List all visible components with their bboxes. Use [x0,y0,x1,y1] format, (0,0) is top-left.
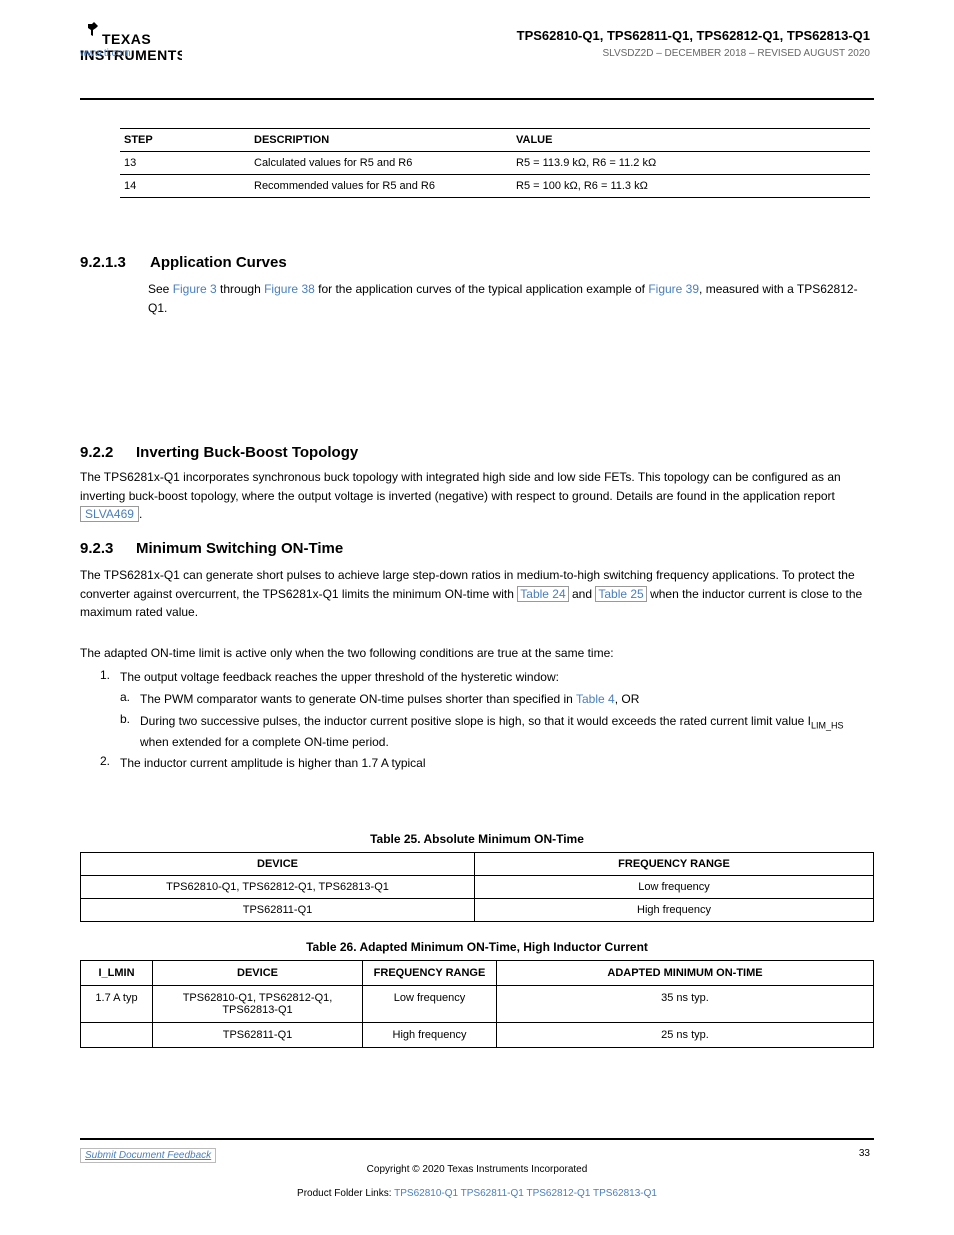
text: through [217,282,264,296]
link-tps62812[interactable]: TPS62812-Q1 [526,1188,590,1199]
cell: TPS62811-Q1 [81,899,475,921]
list-text-b: During two successive pulses, the induct… [140,712,870,752]
ontime-body-b: The adapted ON-time limit is active only… [80,644,870,663]
figure38-link[interactable]: Figure 38 [264,282,315,296]
text: , OR [615,692,640,706]
section-title: Minimum Switching ON-Time [136,540,343,557]
col-step: STEP [120,129,250,151]
section-title: Inverting Buck-Boost Topology [136,444,358,461]
col-desc: DESCRIPTION [250,129,512,151]
submit-feedback-link[interactable]: Submit Document Feedback [80,1148,216,1163]
text: and [569,587,596,601]
table24-link[interactable]: Table 24 [517,586,568,602]
footer-rule [80,1138,874,1140]
figure39-link[interactable]: Figure 39 [648,282,699,296]
text: See [148,282,173,296]
text: when extended for a complete ON-time per… [140,735,389,749]
cell: TPS62811-Q1 [153,1023,363,1047]
list-text-1: The output voltage feedback reaches the … [120,668,870,687]
design-param-table: STEP DESCRIPTION VALUE 13 Calculated val… [120,128,870,198]
ti-logo: TEXAS INSTRUMENTS [80,22,182,66]
cell: 35 ns typ. [497,986,873,1022]
cell: 1.7 A typ [81,986,153,1022]
table25: DEVICE FREQUENCY RANGE TPS62810-Q1, TPS6… [80,852,874,922]
cell: R5 = 100 kΩ, R6 = 11.3 kΩ [512,175,870,197]
cell: 13 [120,152,250,174]
cell: 25 ns typ. [497,1023,873,1047]
table25-link[interactable]: Table 25 [595,586,646,602]
cell: High frequency [363,1023,497,1047]
text: The PWM comparator wants to generate ON-… [140,692,576,706]
figure3-link[interactable]: Figure 3 [173,282,217,296]
list-alpha-b: b. [120,712,130,726]
cell [81,1023,153,1047]
th-ilmin: I_LMIN [81,961,153,985]
link-tps62813[interactable]: TPS62813-Q1 [593,1188,657,1199]
ti-url-link[interactable]: www.ti.com [80,48,131,59]
th-device: DEVICE [153,961,363,985]
section-num: 9.2.2 [80,444,113,461]
slva469-link[interactable]: SLVA469 [80,506,139,522]
table26: I_LMIN DEVICE FREQUENCY RANGE ADAPTED MI… [80,960,874,1048]
list-alpha-a: a. [120,690,130,704]
header-part: TPS62810-Q1, TPS62811-Q1, TPS62812-Q1, T… [517,28,870,43]
link-tps62810[interactable]: TPS62810-Q1 [394,1188,458,1199]
text: . [139,507,142,521]
table26-caption: Table 26. Adapted Minimum ON-Time, High … [0,940,954,954]
prodlinks-label: Product Folder Links: [297,1188,394,1199]
th-ontime: ADAPTED MINIMUM ON-TIME [497,961,873,985]
th-freq: FREQUENCY RANGE [475,853,873,875]
text: During two successive pulses, the induct… [140,714,811,728]
th-device: DEVICE [81,853,475,875]
header-revision: SLVSDZ2D – DECEMBER 2018 – REVISED AUGUS… [602,48,870,59]
product-folder-links: Product Folder Links: TPS62810-Q1 TPS628… [80,1188,874,1199]
inverting-body: The TPS6281x-Q1 incorporates synchronous… [80,468,870,524]
page-number: 33 [859,1148,870,1159]
cell: High frequency [475,899,873,921]
section-title: Application Curves [150,254,287,271]
cell: R5 = 113.9 kΩ, R6 = 11.2 kΩ [512,152,870,174]
list-text-a: The PWM comparator wants to generate ON-… [140,690,870,709]
cell: TPS62810-Q1, TPS62812-Q1, TPS62813-Q1 [153,986,363,1022]
list-num-1: 1. [100,668,110,682]
table25-caption: Table 25. Absolute Minimum ON-Time [0,832,954,846]
cell: 14 [120,175,250,197]
table4-link[interactable]: Table 4 [576,692,615,706]
ontime-body-a: The TPS6281x-Q1 can generate short pulse… [80,566,870,622]
svg-text:TEXAS: TEXAS [102,31,151,47]
section-num: 9.2.3 [80,540,113,557]
app-curves-text: See Figure 3 through Figure 38 for the a… [148,280,870,317]
col-value: VALUE [512,129,870,151]
top-rule [80,98,874,100]
footer-copyright: Copyright © 2020 Texas Instruments Incor… [80,1164,874,1175]
text: The TPS6281x-Q1 incorporates synchronous… [80,470,841,503]
cell: Calculated values for R5 and R6 [250,152,512,174]
sub: LIM_HS [811,720,844,730]
text: for the application curves of the typica… [315,282,649,296]
th-freq: FREQUENCY RANGE [363,961,497,985]
cell: Low frequency [363,986,497,1022]
list-num-2: 2. [100,754,110,768]
list-text-2: The inductor current amplitude is higher… [120,754,870,773]
link-tps62811[interactable]: TPS62811-Q1 [461,1188,524,1199]
cell: Recommended values for R5 and R6 [250,175,512,197]
section-num: 9.2.1.3 [80,254,126,271]
cell: TPS62810-Q1, TPS62812-Q1, TPS62813-Q1 [81,876,475,898]
cell: Low frequency [475,876,873,898]
